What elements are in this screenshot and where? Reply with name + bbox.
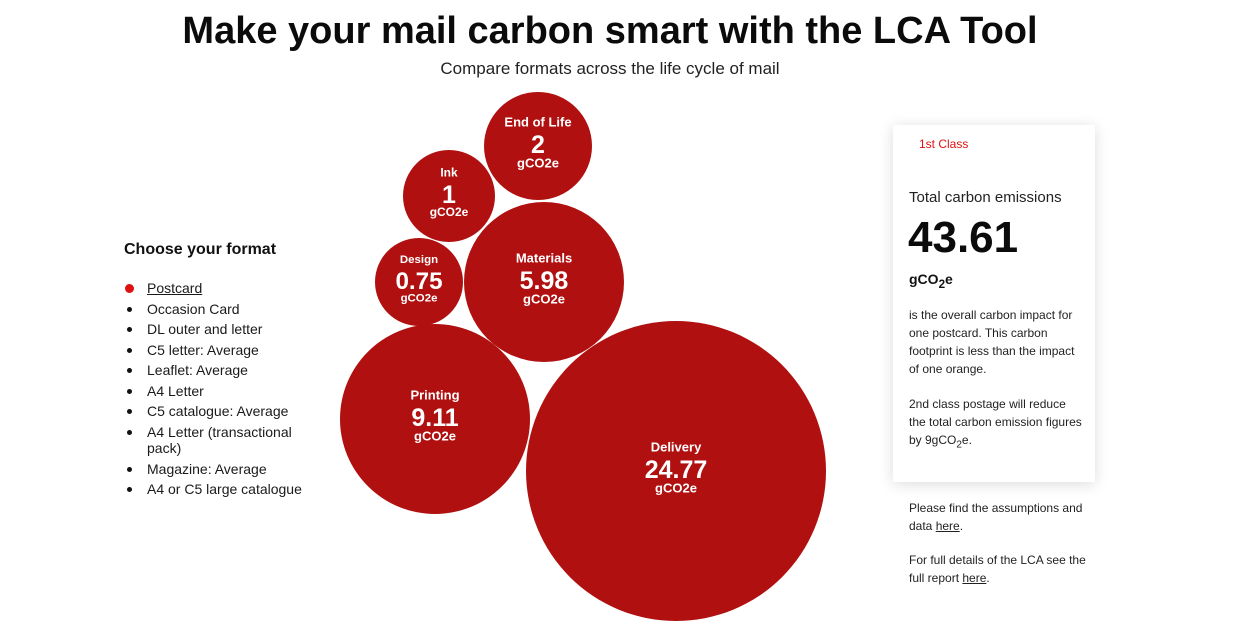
bubble-delivery[interactable]	[526, 321, 826, 621]
format-item-label: DL outer and letter	[147, 321, 263, 337]
bubble-value-label: 0.75	[395, 268, 442, 295]
bubble-unit-label: gCO2e	[517, 155, 559, 170]
format-list: Postcard Occasion Card DL outer and letter…	[124, 280, 314, 502]
report-note: For full details of the LCA see the full…	[909, 551, 1094, 587]
selected-dot-icon	[125, 284, 134, 293]
second-class-suffix: e.	[961, 433, 972, 447]
bubble-value-label: 2	[531, 131, 545, 159]
assumptions-period: .	[959, 519, 964, 533]
page-subtitle: Compare formats across the life cycle of…	[440, 59, 780, 78]
format-item-label: Occasion Card	[147, 300, 240, 317]
assumptions-link[interactable]: here	[935, 519, 960, 533]
assumptions-note: Please find the assumptions and data her…	[909, 499, 1094, 535]
report-link[interactable]: here	[962, 571, 987, 585]
format-item[interactable]: Leaflet: Average	[124, 362, 314, 379]
bullet-icon	[127, 368, 132, 373]
report-period: .	[986, 571, 990, 585]
bubble-ink[interactable]	[403, 150, 495, 242]
bubble-unit-label: gCO2e	[430, 205, 469, 219]
bubble-unit-label: gCO2e	[655, 480, 697, 495]
format-item[interactable]: A4 Letter	[124, 383, 314, 400]
format-item[interactable]: Postcard	[124, 280, 314, 297]
bullet-icon	[127, 429, 132, 435]
bubble-name-label: Ink	[440, 166, 458, 180]
bullet-icon	[127, 487, 132, 492]
format-item[interactable]: Occasion Card	[124, 301, 314, 318]
format-item[interactable]: C5 letter: Average	[124, 342, 314, 359]
total-emissions-value: 43.61	[908, 213, 1019, 262]
bubble-name-label: End of Life	[504, 115, 571, 130]
assumptions-text: Please find the assumptions and data	[909, 501, 1083, 533]
second-class-text: 2nd class postage will reduce the total …	[909, 397, 1082, 447]
bubble-printing[interactable]	[340, 324, 530, 514]
bubble-end-of-life[interactable]	[484, 92, 592, 200]
format-item-label: Magazine: Average	[147, 460, 267, 477]
bullet-icon	[127, 347, 132, 353]
bubble-name-label: Delivery	[651, 440, 702, 455]
page-title: Make your mail carbon smart with the LCA…	[182, 10, 1038, 52]
bubble-value-label: 1	[442, 181, 456, 209]
impact-description: is the overall carbon impact for one pos…	[909, 308, 1075, 376]
bubble-unit-label: gCO2e	[523, 291, 565, 306]
format-item-label: A4 Letter (transactional pack)	[147, 423, 292, 457]
total-emissions-unit: gCO2e	[909, 271, 953, 291]
bubble-name-label: Printing	[410, 388, 459, 403]
bubble-unit-label: gCO2e	[401, 292, 438, 304]
tab-1st-class[interactable]: 1st Class	[919, 137, 969, 151]
bubble-value-label: 9.11	[411, 404, 458, 432]
format-item-label: Postcard	[147, 280, 203, 296]
bullet-icon	[127, 409, 132, 414]
format-item[interactable]: A4 or C5 large catalogue	[124, 481, 314, 498]
format-item-label: A4 or C5 large catalogue	[147, 481, 302, 497]
unit-suffix: e	[945, 271, 953, 287]
format-item[interactable]: C5 catalogue: Average	[124, 403, 314, 420]
format-heading: Choose your format	[124, 241, 277, 258]
bubble-design[interactable]	[375, 238, 463, 326]
format-item-label: C5 letter: Average	[147, 341, 259, 358]
format-item[interactable]: A4 Letter (transactional pack)	[124, 424, 314, 457]
summary-card: 1st Class Total carbon emissions 43.61 g…	[893, 125, 1095, 482]
bullet-icon	[127, 306, 132, 312]
bullet-icon	[127, 388, 132, 394]
bullet-icon	[127, 327, 132, 332]
format-item[interactable]: DL outer and letter	[124, 321, 314, 338]
report-text: For full details of the LCA see the full…	[909, 553, 1086, 585]
bubble-name-label: Materials	[516, 251, 572, 266]
format-item[interactable]: Magazine: Average	[124, 461, 314, 478]
format-item-label: Leaflet: Average	[147, 362, 248, 378]
unit-subscript: 2	[938, 277, 946, 291]
bullet-icon	[127, 466, 132, 472]
bubble-materials[interactable]	[464, 202, 624, 362]
bubble-value-label: 24.77	[645, 456, 708, 484]
format-item-label: A4 Letter	[147, 382, 204, 399]
bubble-unit-label: gCO2e	[414, 428, 456, 443]
unit-prefix: gCO	[909, 271, 939, 287]
second-class-description: 2nd class postage will reduce the total …	[909, 395, 1084, 454]
bubble-name-label: Design	[400, 254, 438, 266]
format-item-label: C5 catalogue: Average	[147, 403, 289, 419]
total-emissions-label: Total carbon emissions	[909, 189, 1062, 206]
second-class-subscript: 2	[956, 439, 962, 451]
bubble-value-label: 5.98	[520, 267, 569, 295]
